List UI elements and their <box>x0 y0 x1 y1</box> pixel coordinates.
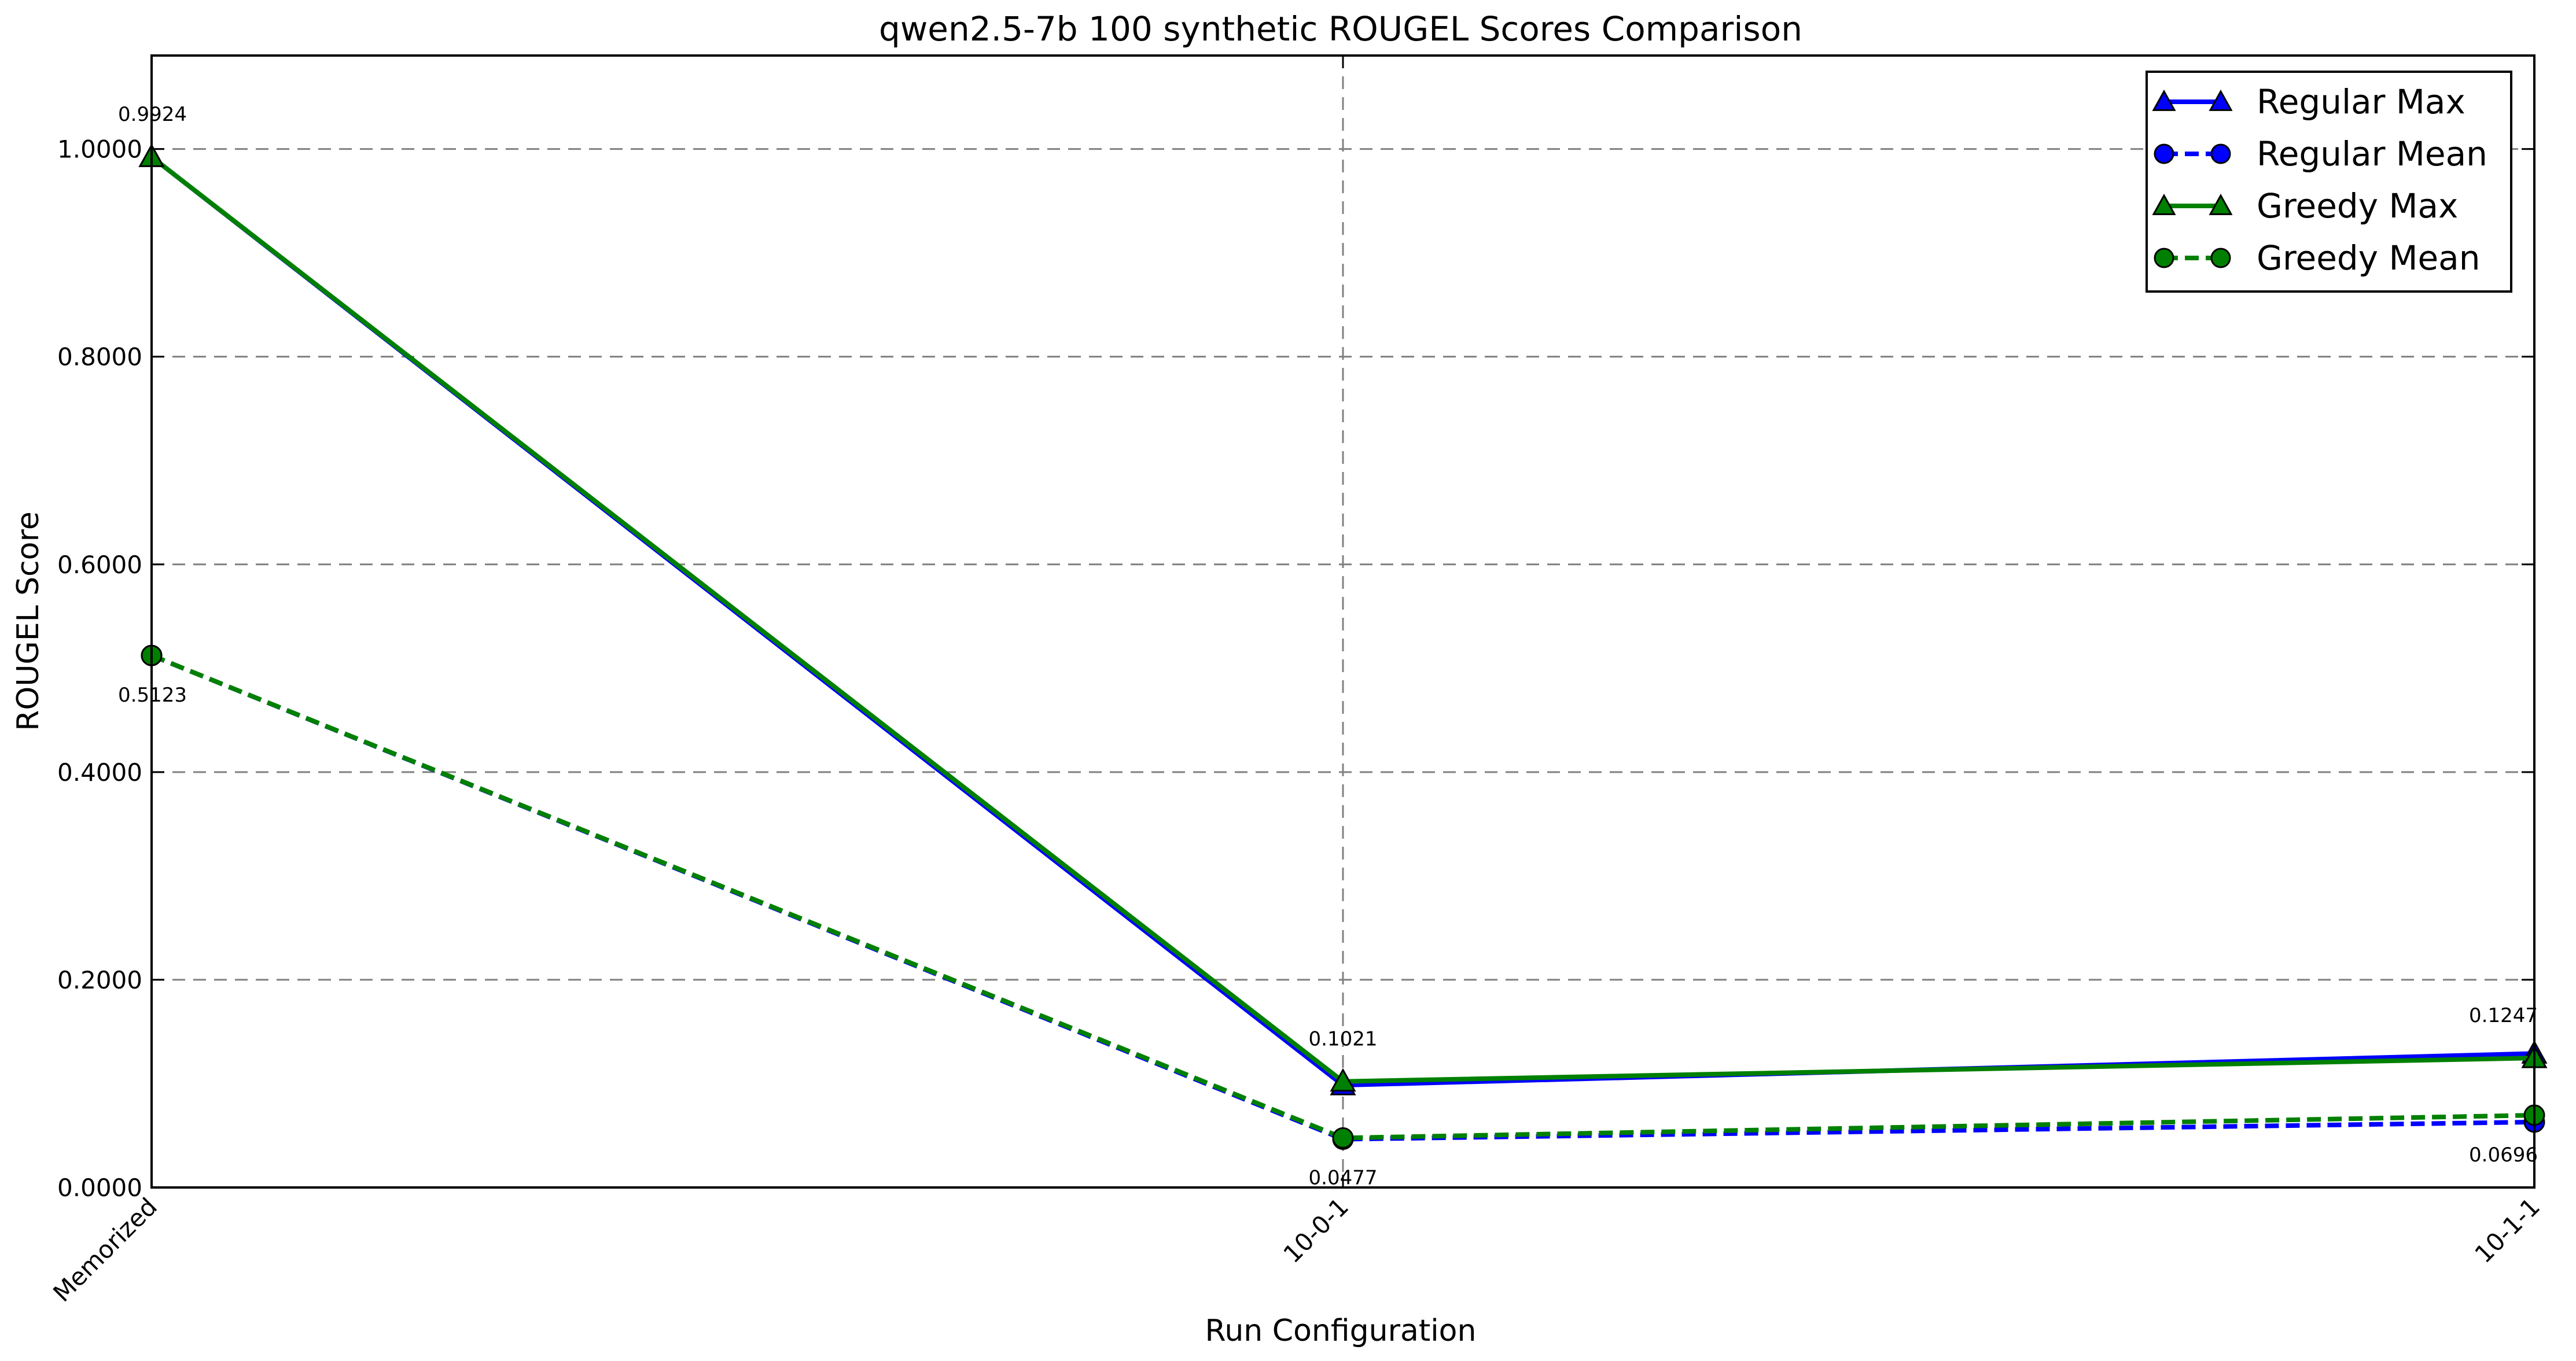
chart-title: qwen2.5-7b 100 synthetic ROUGEL Scores C… <box>879 9 1802 49</box>
legend-marker-greedy-mean-0 <box>2154 248 2174 268</box>
legend-label: Greedy Mean <box>2257 238 2481 278</box>
legend-marker-greedy-mean-1 <box>2210 248 2231 268</box>
data-label: 0.1021 <box>1309 1028 1378 1051</box>
data-point-greedy-max-1 <box>1330 1068 1356 1092</box>
x-tick-label: 10-0-1 <box>1278 1192 1354 1268</box>
legend-marker-regular-max-1 <box>2209 89 2233 111</box>
data-point-greedy-mean-1 <box>1332 1127 1354 1149</box>
data-label: 0.1247 <box>2469 1004 2538 1027</box>
y-tick-label: 0.6000 <box>57 551 142 579</box>
series-line-greedy-mean <box>150 653 2535 1141</box>
x-tick-label: Memorized <box>47 1192 163 1307</box>
y-tick-label: 0.4000 <box>57 758 142 787</box>
x-tick-label: 10-1-1 <box>2469 1192 2545 1268</box>
legend-label: Regular Max <box>2257 82 2465 121</box>
legend-marker-greedy-max-0 <box>2152 193 2176 215</box>
data-label: 0.0477 <box>1309 1166 1378 1189</box>
y-tick-label: 0.0000 <box>57 1174 142 1202</box>
x-axis-label: Run Configuration <box>1205 1314 1477 1348</box>
legend-label: Regular Mean <box>2257 134 2487 174</box>
legend-marker-regular-mean-1 <box>2210 143 2231 164</box>
y-tick-label: 0.8000 <box>57 343 142 371</box>
legend: Regular Max Regular Mean Greedy Max Greedy … <box>2146 71 2512 293</box>
y-axis-label: ROUGEL Score <box>11 511 46 731</box>
legend-label: Greedy Max <box>2257 186 2458 226</box>
plot-area: 0.0000 0.2000 0.4000 0.6000 0.8000 1.0000 Memo… <box>47 54 2548 1307</box>
legend-marker-greedy-max-1 <box>2209 193 2233 215</box>
axes-frame <box>150 54 2535 1189</box>
data-label: 0.0696 <box>2469 1144 2538 1167</box>
legend-marker-regular-max-0 <box>2152 89 2176 111</box>
y-tick-label: 0.2000 <box>57 966 142 994</box>
legend-box <box>2146 71 2512 293</box>
y-tick-label: 1.0000 <box>57 135 142 164</box>
legend-marker-regular-mean-0 <box>2154 143 2174 164</box>
